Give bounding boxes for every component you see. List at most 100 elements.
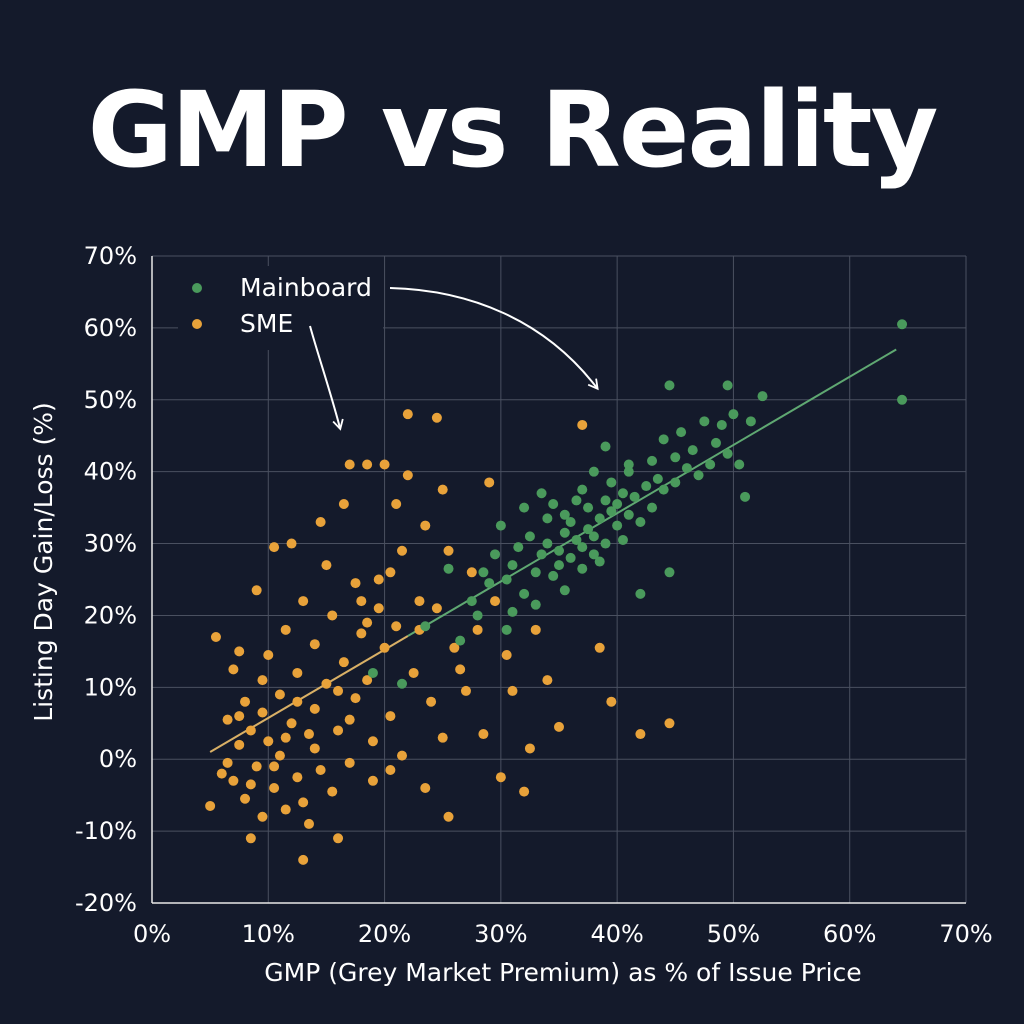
point-mainboard bbox=[588, 549, 599, 560]
point-sme bbox=[490, 596, 501, 607]
point-sme bbox=[385, 765, 396, 776]
point-mainboard bbox=[565, 552, 576, 563]
y-tick-label: 30% bbox=[84, 530, 137, 558]
point-mainboard bbox=[658, 434, 669, 445]
point-sme bbox=[228, 775, 239, 786]
point-mainboard bbox=[594, 556, 605, 567]
point-mainboard bbox=[583, 502, 594, 513]
point-sme bbox=[362, 459, 373, 470]
point-mainboard bbox=[571, 495, 582, 506]
y-tick-label: 10% bbox=[84, 673, 137, 701]
point-sme bbox=[478, 729, 489, 740]
point-mainboard bbox=[664, 380, 675, 391]
point-sme bbox=[303, 818, 314, 829]
point-mainboard bbox=[676, 427, 687, 438]
point-sme bbox=[472, 624, 483, 635]
point-mainboard bbox=[577, 484, 588, 495]
point-sme bbox=[391, 499, 402, 510]
point-mainboard bbox=[635, 588, 646, 599]
x-axis-ticks: 0% 10% 20% 30% 40% 50% 60% 70% bbox=[133, 920, 993, 948]
point-sme bbox=[443, 545, 454, 556]
x-tick-label: 70% bbox=[939, 920, 992, 948]
point-mainboard bbox=[617, 488, 628, 499]
point-sme bbox=[495, 772, 506, 783]
point-mainboard bbox=[652, 473, 663, 484]
point-mainboard bbox=[554, 560, 564, 571]
point-sme bbox=[309, 639, 320, 650]
point-sme bbox=[385, 711, 396, 722]
point-sme bbox=[333, 685, 344, 696]
point-sme bbox=[466, 567, 477, 578]
point-mainboard bbox=[530, 599, 541, 610]
point-sme bbox=[280, 624, 291, 635]
y-tick-label: -20% bbox=[75, 889, 137, 917]
point-mainboard bbox=[530, 567, 541, 578]
point-sme bbox=[356, 628, 367, 639]
point-sme bbox=[356, 596, 367, 607]
point-sme bbox=[484, 477, 495, 488]
point-mainboard bbox=[710, 437, 721, 448]
point-mainboard bbox=[565, 516, 576, 527]
chart-title: GMP vs Reality bbox=[87, 69, 939, 191]
point-sme bbox=[402, 470, 413, 481]
x-axis-title: GMP (Grey Market Premium) as % of Issue … bbox=[264, 958, 861, 987]
y-tick-label: 40% bbox=[84, 458, 137, 486]
point-mainboard bbox=[623, 466, 634, 477]
point-sme bbox=[274, 689, 285, 700]
point-sme bbox=[437, 732, 448, 743]
point-mainboard bbox=[466, 596, 477, 607]
point-sme bbox=[350, 578, 361, 589]
point-sme bbox=[554, 721, 564, 732]
point-mainboard bbox=[699, 416, 710, 427]
point-mainboard bbox=[612, 520, 623, 531]
point-mainboard bbox=[623, 459, 634, 470]
point-mainboard bbox=[507, 560, 518, 571]
point-mainboard bbox=[519, 588, 530, 599]
point-mainboard bbox=[728, 409, 739, 420]
x-tick-label: 10% bbox=[242, 920, 295, 948]
grid-lines bbox=[151, 255, 967, 904]
point-sme bbox=[577, 419, 588, 430]
point-sme bbox=[327, 610, 338, 621]
point-sme bbox=[426, 696, 437, 707]
point-sme bbox=[303, 729, 314, 740]
point-sme bbox=[373, 603, 384, 614]
point-mainboard bbox=[647, 502, 658, 513]
point-sme bbox=[298, 854, 309, 865]
point-mainboard bbox=[507, 606, 518, 617]
x-tick-label: 60% bbox=[823, 920, 876, 948]
point-mainboard bbox=[548, 570, 559, 581]
point-sme bbox=[344, 714, 355, 725]
point-mainboard bbox=[542, 538, 553, 549]
point-sme bbox=[333, 725, 344, 736]
point-mainboard bbox=[536, 488, 547, 499]
legend-label-sme: SME bbox=[240, 309, 293, 338]
legend-label-mainboard: Mainboard bbox=[240, 273, 372, 302]
point-mainboard bbox=[897, 394, 908, 405]
point-sme bbox=[263, 649, 274, 660]
point-sme bbox=[286, 538, 297, 549]
point-sme bbox=[362, 617, 373, 628]
point-mainboard bbox=[600, 538, 611, 549]
x-tick-label: 50% bbox=[707, 920, 760, 948]
point-mainboard bbox=[897, 319, 908, 330]
point-sme bbox=[594, 642, 605, 653]
point-sme bbox=[245, 833, 256, 844]
point-sme bbox=[338, 657, 349, 668]
point-sme bbox=[257, 811, 268, 822]
point-sme bbox=[263, 736, 274, 747]
point-sme bbox=[251, 761, 262, 772]
point-mainboard bbox=[693, 470, 704, 481]
point-sme bbox=[501, 649, 512, 660]
point-sme bbox=[362, 675, 373, 686]
point-mainboard bbox=[670, 477, 681, 488]
point-sme bbox=[391, 621, 402, 632]
point-mainboard bbox=[594, 513, 605, 524]
point-sme bbox=[333, 833, 344, 844]
point-mainboard bbox=[548, 499, 559, 510]
point-sme bbox=[205, 800, 216, 811]
point-mainboard bbox=[617, 534, 628, 545]
y-axis-title: Listing Day Gain/Loss (%) bbox=[29, 402, 58, 722]
point-sme bbox=[257, 707, 268, 718]
y-axis-ticks: -20% -10% 0% 10% 20% 30% 40% 50% 60% 70% bbox=[75, 242, 137, 917]
